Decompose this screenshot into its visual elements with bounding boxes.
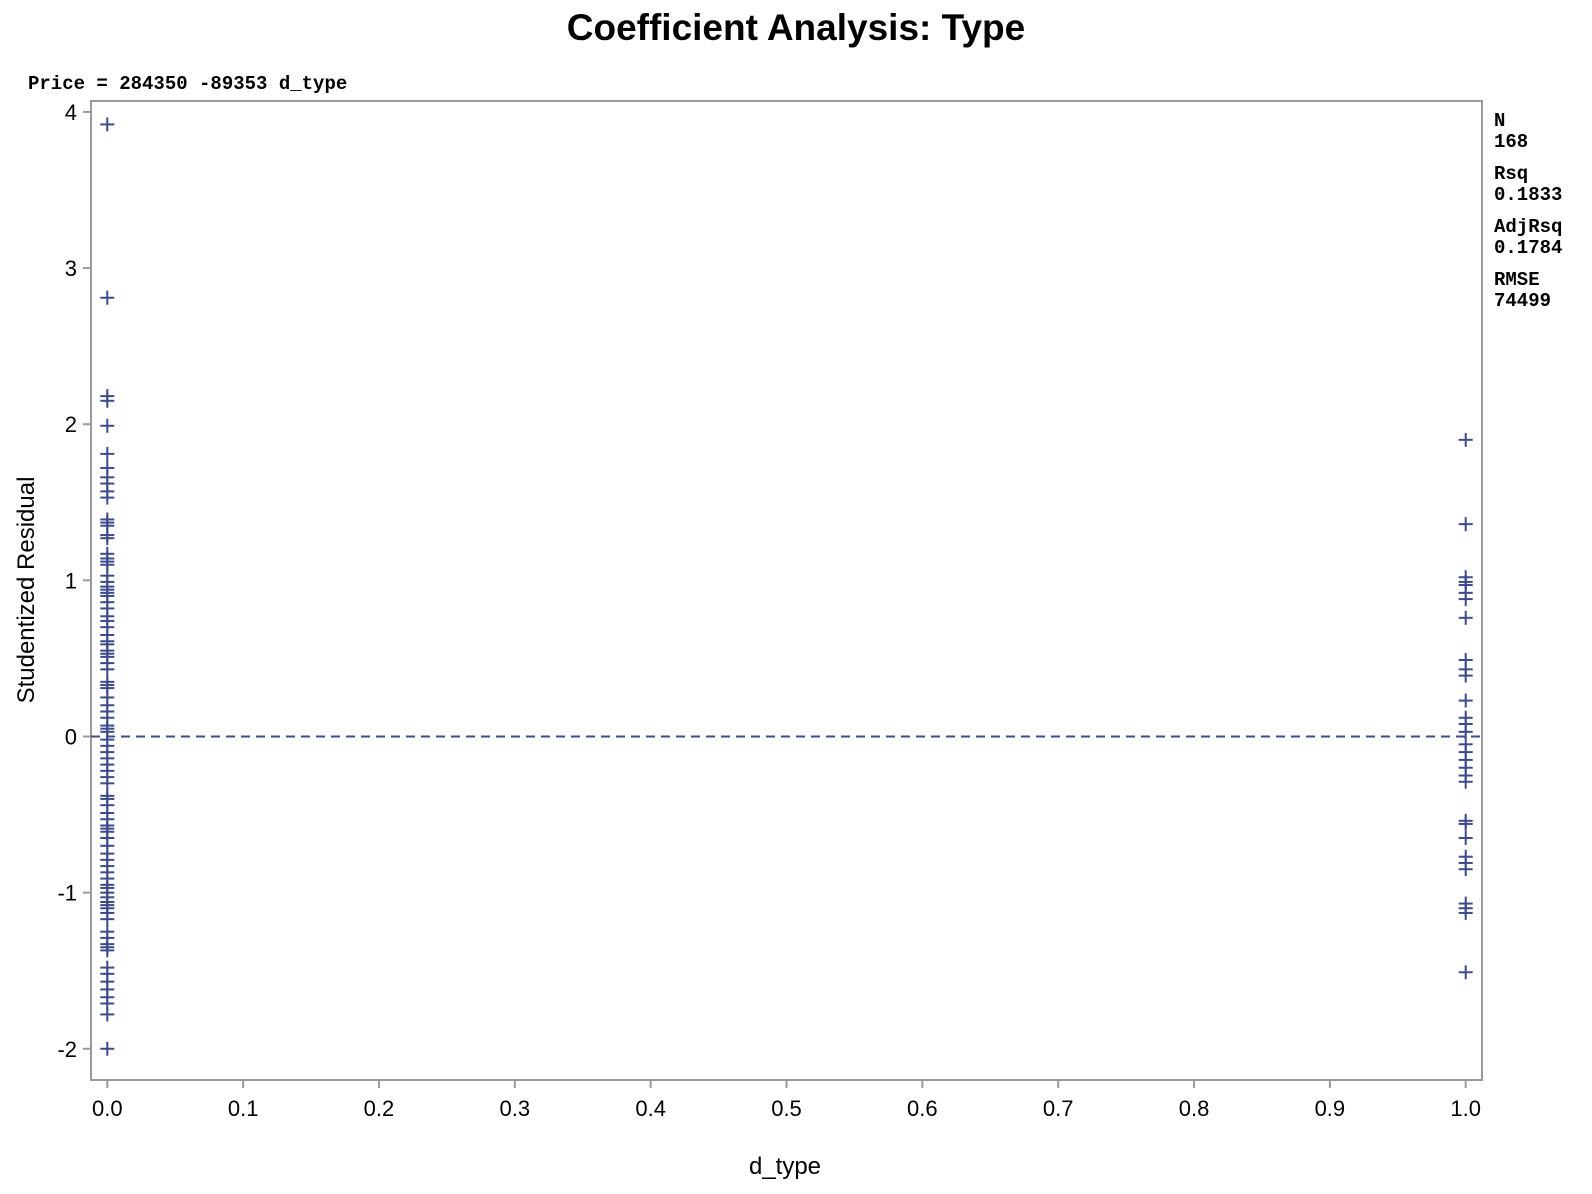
stat-value: 0.1833 <box>1494 184 1562 206</box>
data-point <box>1458 905 1473 920</box>
y-tick-label: 2 <box>65 412 77 437</box>
x-axis: 0.0 0.1 0.2 0.3 0.4 0.5 0.6 0.7 0.8 0.9 1.0 <box>92 1080 1481 1121</box>
data-point <box>1458 517 1473 532</box>
y-axis-label: Studentized Residual <box>13 477 40 704</box>
data-point <box>100 393 115 408</box>
stat-label: RMSE <box>1494 269 1540 291</box>
data-point <box>1458 830 1473 845</box>
data-point <box>1458 668 1473 683</box>
data-point <box>100 912 115 927</box>
data-point <box>1458 774 1473 789</box>
x-tick-label: 0.3 <box>500 1096 531 1121</box>
y-tick-label: -1 <box>57 881 77 906</box>
y-tick-label: 4 <box>65 100 77 125</box>
x-tick-label: 0.7 <box>1043 1096 1074 1121</box>
data-point <box>1458 862 1473 877</box>
x-tick-label: 0.2 <box>364 1096 395 1121</box>
data-point <box>100 943 115 958</box>
y-tick-label: 1 <box>65 568 77 593</box>
x-tick-label: 1.0 <box>1450 1096 1481 1121</box>
data-point <box>1458 693 1473 708</box>
data-point <box>100 418 115 433</box>
data-point <box>1458 816 1473 831</box>
stat-label: Rsq <box>1494 163 1528 185</box>
x-tick-label: 0.9 <box>1315 1096 1346 1121</box>
y-tick-label: 0 <box>65 724 77 749</box>
x-tick-label: 0.5 <box>771 1096 802 1121</box>
regression-equation: Price = 284350 -89353 d_type <box>28 73 347 95</box>
chart-title: Coefficient Analysis: Type <box>567 7 1026 48</box>
data-point <box>1458 965 1473 980</box>
data-point <box>1458 592 1473 607</box>
x-tick-label: 0.8 <box>1179 1096 1210 1121</box>
y-tick-label: -2 <box>57 1037 77 1062</box>
stat-value: 168 <box>1494 131 1528 153</box>
y-axis: -2 -1 0 1 2 3 4 <box>57 100 91 1062</box>
y-tick-label: 3 <box>65 256 77 281</box>
stat-value: 0.1784 <box>1494 237 1562 259</box>
data-point <box>100 1041 115 1056</box>
data-point <box>100 662 115 677</box>
x-tick-label: 0.4 <box>635 1096 666 1121</box>
data-point <box>100 290 115 305</box>
data-point <box>100 776 115 791</box>
x-tick-label: 0.1 <box>228 1096 259 1121</box>
data-point <box>100 1007 115 1022</box>
stat-label: AdjRsq <box>1494 216 1562 238</box>
data-point <box>100 446 115 461</box>
x-axis-label: d_type <box>749 1153 821 1180</box>
stat-value: 74499 <box>1494 290 1551 312</box>
data-point <box>1458 610 1473 625</box>
x-tick-label: 0.6 <box>907 1096 938 1121</box>
data-point <box>100 531 115 546</box>
x-tick-label: 0.0 <box>92 1096 123 1121</box>
data-point <box>1458 724 1473 739</box>
data-point <box>100 117 115 132</box>
data-points <box>100 117 1473 1056</box>
data-point <box>1458 432 1473 447</box>
data-point <box>100 490 115 505</box>
stat-label: N <box>1494 110 1505 132</box>
